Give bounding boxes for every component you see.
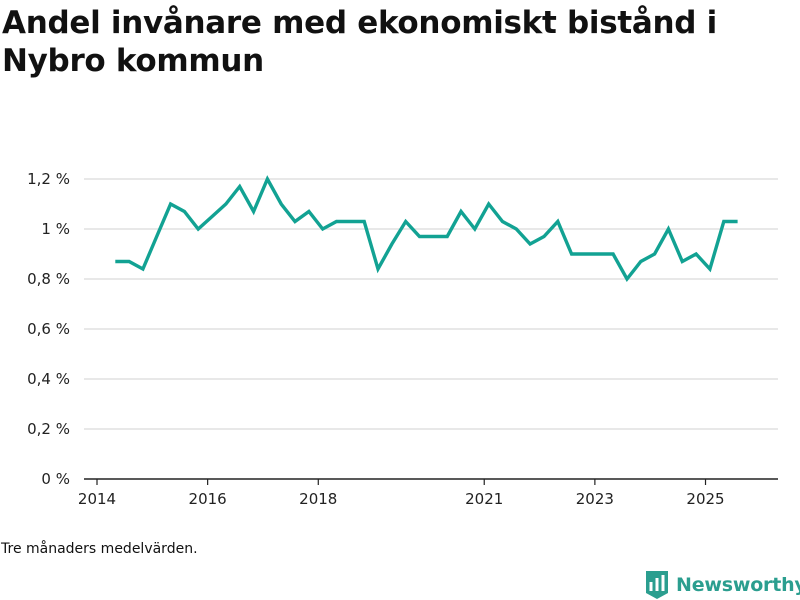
data-point [500,219,505,224]
x-tick-label: 2023 [576,490,614,508]
data-point [376,267,381,272]
data-point [265,177,270,182]
data-point [486,202,491,207]
data-point [541,234,546,239]
data-point [597,252,602,257]
data-point [721,219,726,224]
x-axis: 2014 2016 2018 2021 2023 2025 [78,478,778,508]
data-point [666,227,671,232]
data-point [514,227,519,232]
data-point [472,227,477,232]
y-axis-tick-labels: 0 % 0,2 % 0,4 % 0,6 % 0,8 % 1 % 1,2 % [27,170,70,488]
x-tick-label: 2016 [189,490,227,508]
data-point [306,209,311,214]
data-point [113,259,118,264]
y-tick-label: 1,2 % [27,170,70,188]
data-point [459,209,464,214]
data-point [431,234,436,239]
y-tick-label: 0,8 % [27,270,70,288]
data-point [140,267,145,272]
data-point [528,242,533,247]
data-point [237,184,242,189]
data-point [293,219,298,224]
data-point [583,252,588,257]
data-point [279,202,284,207]
data-point [127,259,132,264]
series-line [115,175,738,283]
data-point [445,234,450,239]
brand-logo[interactable]: Newsworthy [644,570,800,600]
data-point [680,259,685,264]
data-point [210,214,215,219]
series-layer [113,175,740,283]
data-point [694,252,699,257]
data-point [168,202,173,207]
x-tick-label: 2021 [465,490,503,508]
data-point [403,219,408,224]
x-tick-label: 2025 [686,490,724,508]
data-point [389,242,394,247]
y-tick-label: 0,2 % [27,420,70,438]
y-tick-label: 0,6 % [27,320,70,338]
data-point [555,219,560,224]
data-point [348,219,353,224]
data-point [611,252,616,257]
data-point [362,219,367,224]
data-point [196,227,201,232]
data-point [638,259,643,264]
data-point [154,234,159,239]
data-point [652,252,657,257]
chart-footnote: Tre månaders medelvärden. [1,541,198,557]
data-point [251,209,256,214]
data-point [182,209,187,214]
bar-chart-badge-icon [646,571,668,599]
data-point [417,234,422,239]
y-tick-label: 1 % [41,220,70,238]
chart-title: Andel invånare med ekonomiskt bistånd i … [2,5,717,79]
y-tick-label: 0 % [41,470,70,488]
data-point [735,219,740,224]
data-point [334,219,339,224]
data-point [707,267,712,272]
data-point [569,252,574,257]
x-tick-label: 2014 [78,490,116,508]
brand-name: Newsworthy [676,574,800,596]
data-point [624,277,629,282]
data-point [320,227,325,232]
y-tick-label: 0,4 % [27,370,70,388]
data-point [223,202,228,207]
x-tick-label: 2018 [299,490,337,508]
